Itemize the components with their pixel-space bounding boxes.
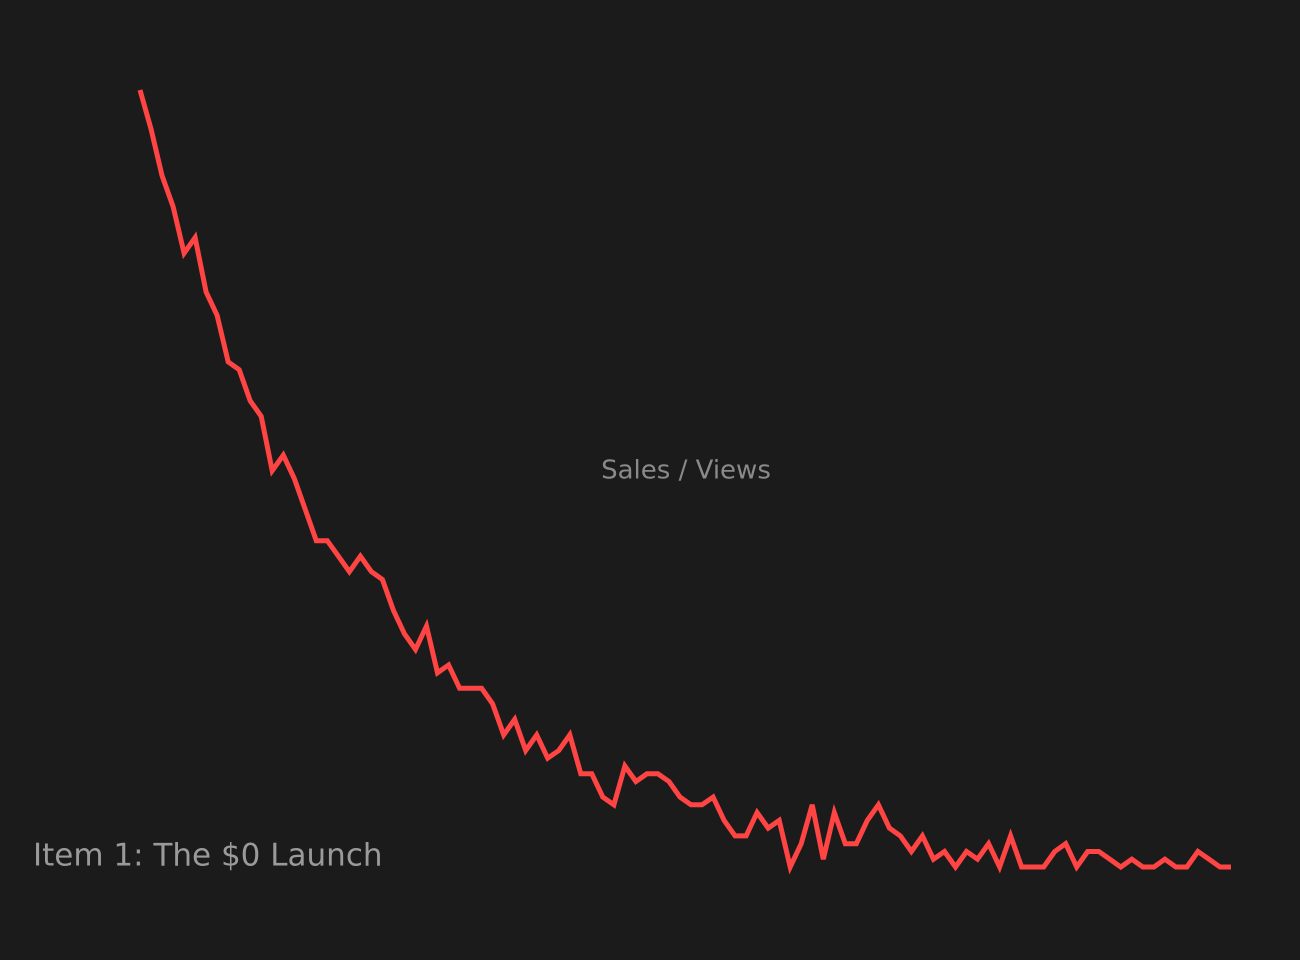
chart-title: Item 1: The $0 Launch [33, 838, 383, 874]
chart-label: Sales / Views [601, 456, 771, 486]
data-line [137, 89, 1231, 875]
